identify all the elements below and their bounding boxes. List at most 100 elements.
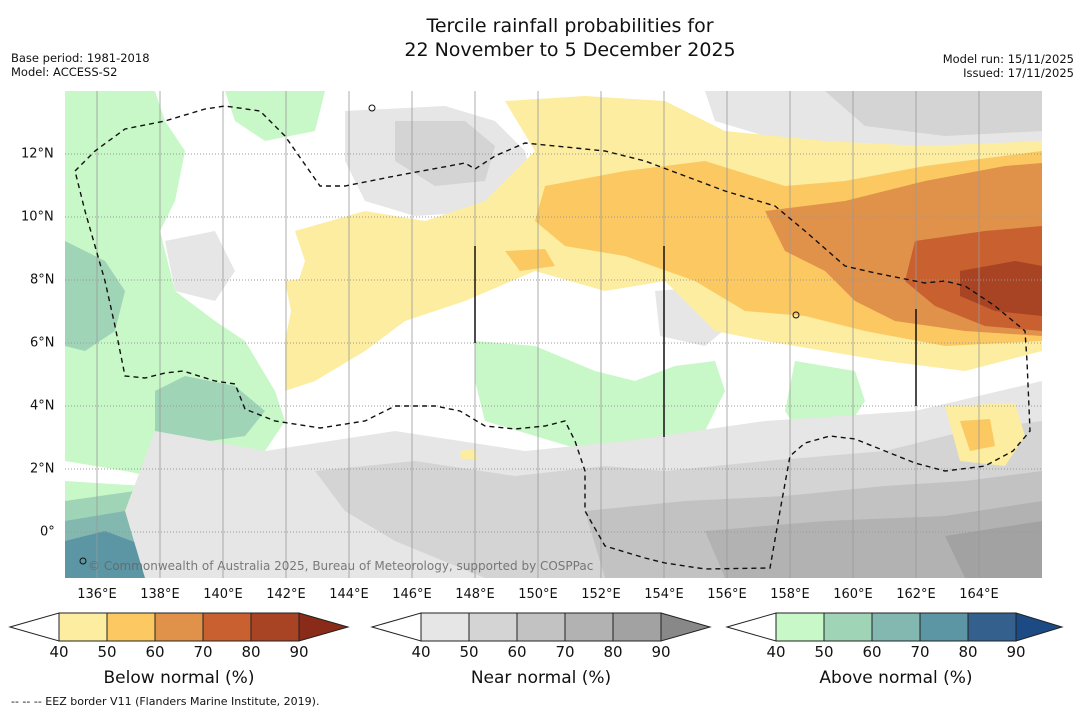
map-title: Tercile rainfall probabilities for 22 No… bbox=[0, 14, 1085, 62]
tick-below-40: 40 bbox=[49, 643, 69, 661]
colorbar-near-min bbox=[370, 612, 422, 642]
tick-above-50: 50 bbox=[814, 643, 834, 661]
above-area-north bbox=[225, 91, 325, 141]
near-normal-areas bbox=[125, 91, 1042, 578]
tick-above-90: 90 bbox=[1006, 643, 1026, 661]
lat-label-4n: 4°N bbox=[30, 398, 55, 414]
island-dot-3 bbox=[79, 557, 87, 565]
near-area-north-2 bbox=[395, 121, 495, 186]
lon-label-142e: 142°E bbox=[266, 587, 306, 602]
colorbar-below-70 bbox=[202, 612, 252, 642]
title-line-2: 22 November to 5 December 2025 bbox=[404, 39, 736, 61]
eez-footnote: -- -- -- EEZ border V11 (Flanders Marine… bbox=[11, 695, 320, 708]
tick-below-50: 50 bbox=[97, 643, 117, 661]
legend-near bbox=[370, 612, 712, 642]
tick-below-90: 90 bbox=[289, 643, 309, 661]
model-name: Model: ACCESS-S2 bbox=[11, 65, 118, 79]
colorbar-above-70 bbox=[919, 612, 969, 642]
near-area-center-west bbox=[165, 231, 235, 301]
lon-label-136e: 136°E bbox=[77, 587, 117, 602]
copyright-credit: © Commonwealth of Australia 2025, Bureau… bbox=[88, 559, 594, 573]
tick-above-80: 80 bbox=[958, 643, 978, 661]
colorbar-below-40 bbox=[58, 612, 108, 642]
legend-title-near: Near normal (%) bbox=[470, 668, 612, 688]
below-area-small bbox=[505, 249, 555, 271]
island-lines bbox=[474, 246, 917, 437]
island-outlines bbox=[79, 104, 800, 565]
colorbar-near-max bbox=[660, 612, 712, 642]
above-area-center bbox=[475, 341, 725, 451]
tick-above-40: 40 bbox=[766, 643, 786, 661]
issued-date: Issued: 17/11/2025 bbox=[963, 66, 1074, 80]
island-dot-2 bbox=[792, 311, 800, 319]
below-area-tiny bbox=[460, 449, 477, 459]
meta-right: Model run: 15/11/2025 Issued: 17/11/2025 bbox=[943, 52, 1074, 80]
colorbar-below-50 bbox=[106, 612, 156, 642]
colorbar-above-max bbox=[1015, 612, 1064, 642]
map-svg bbox=[65, 91, 1042, 578]
title-line-1: Tercile rainfall probabilities for bbox=[426, 15, 714, 37]
colorbar-above-40 bbox=[775, 612, 825, 642]
tick-near-80: 80 bbox=[603, 643, 623, 661]
colorbar-above-60 bbox=[871, 612, 921, 642]
tick-above-70: 70 bbox=[910, 643, 930, 661]
colorbar-near-70 bbox=[564, 612, 614, 642]
legend-title-below: Below normal (%) bbox=[103, 668, 255, 688]
colorbar-near-50 bbox=[468, 612, 518, 642]
lon-label-156e: 156°E bbox=[707, 587, 747, 602]
legend-title-above: Above normal (%) bbox=[819, 668, 973, 688]
lon-label-140e: 140°E bbox=[203, 587, 243, 602]
legend-above bbox=[725, 612, 1065, 642]
lat-label-0: 0° bbox=[40, 524, 55, 540]
lon-label-150e: 150°E bbox=[518, 587, 558, 602]
colorbar-below-80 bbox=[250, 612, 300, 642]
below-area-southeast-2 bbox=[960, 419, 995, 451]
meta-left: Base period: 1981-2018 Model: ACCESS-S2 bbox=[11, 51, 150, 79]
colorbar-above-80 bbox=[967, 612, 1017, 642]
island-dot-1 bbox=[368, 104, 376, 112]
colorbar-below-60 bbox=[154, 612, 204, 642]
lon-label-160e: 160°E bbox=[833, 587, 873, 602]
colorbar-below-min bbox=[8, 612, 60, 642]
near-area-south-5 bbox=[945, 521, 1042, 578]
tick-above-60: 60 bbox=[862, 643, 882, 661]
tick-near-70: 70 bbox=[555, 643, 575, 661]
lat-label-2n: 2°N bbox=[30, 461, 55, 477]
lon-label-158e: 158°E bbox=[770, 587, 810, 602]
eez-border bbox=[74, 105, 1031, 570]
legend-below bbox=[8, 612, 350, 642]
tick-near-90: 90 bbox=[651, 643, 671, 661]
lon-label-144e: 144°E bbox=[329, 587, 369, 602]
tick-below-60: 60 bbox=[145, 643, 165, 661]
lon-label-162e: 162°E bbox=[896, 587, 936, 602]
tick-near-40: 40 bbox=[411, 643, 431, 661]
tick-below-80: 80 bbox=[241, 643, 261, 661]
lat-label-6n: 6°N bbox=[30, 335, 55, 351]
lat-label-12n: 12°N bbox=[21, 146, 54, 162]
above-area-mid-west bbox=[155, 376, 265, 443]
lon-label-154e: 154°E bbox=[644, 587, 684, 602]
above-area-west-2 bbox=[65, 241, 125, 351]
colorbar-near-80 bbox=[612, 612, 662, 642]
base-period: Base period: 1981-2018 bbox=[11, 51, 150, 65]
colorbar-above-50 bbox=[823, 612, 873, 642]
colorbar-below-max bbox=[298, 612, 350, 642]
lon-label-138e: 138°E bbox=[140, 587, 180, 602]
lat-label-10n: 10°N bbox=[21, 209, 54, 225]
colorbar-above bbox=[725, 612, 1064, 642]
colorbar-near bbox=[370, 612, 712, 642]
colorbar-below bbox=[8, 612, 350, 642]
colorbar-near-60 bbox=[516, 612, 566, 642]
lat-label-8n: 8°N bbox=[30, 272, 55, 288]
tick-below-70: 70 bbox=[193, 643, 213, 661]
near-area-ne-2 bbox=[825, 91, 1042, 136]
rainfall-map bbox=[65, 91, 1042, 578]
gridlines bbox=[65, 153, 1042, 533]
below-area-west-island bbox=[285, 276, 345, 331]
model-run: Model run: 15/11/2025 bbox=[942, 52, 1074, 66]
lon-label-146e: 146°E bbox=[392, 587, 432, 602]
colorbar-above-min bbox=[725, 612, 777, 642]
below-area-main-5 bbox=[960, 261, 1042, 316]
lon-label-152e: 152°E bbox=[581, 587, 621, 602]
tick-near-50: 50 bbox=[459, 643, 479, 661]
